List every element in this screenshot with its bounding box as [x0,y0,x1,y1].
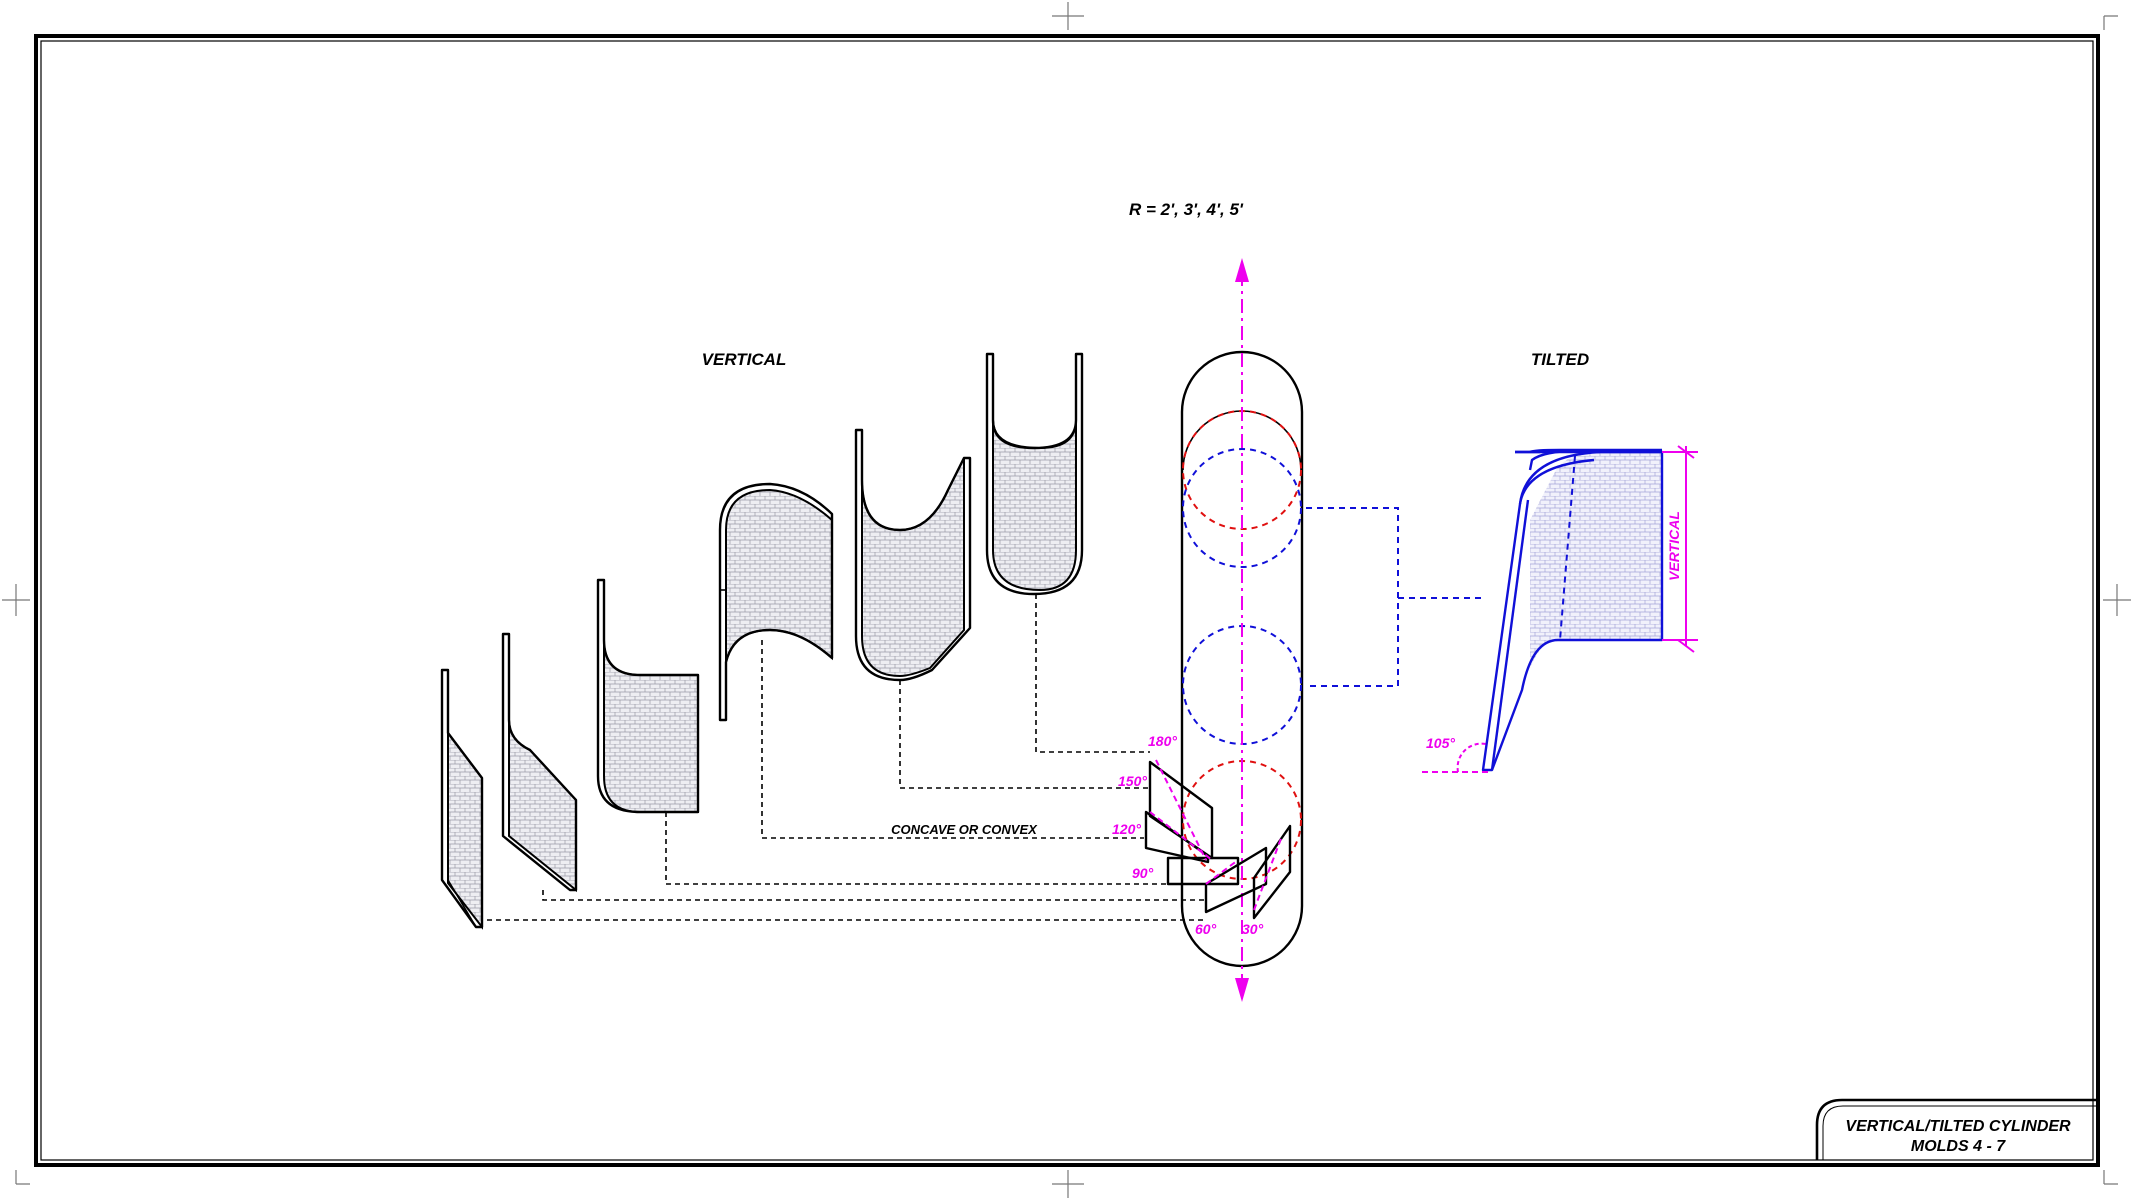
angle-label-105: 105° [1426,735,1455,751]
mold-flat [440,668,484,930]
sheet-frame [34,34,2100,1167]
angle-label-90: 90° [1132,865,1154,881]
title-line-1: VERTICAL/TILTED CYLINDER [1845,1118,2071,1135]
mold-180 [985,352,1084,596]
angle-label-180: 180° [1148,733,1177,749]
angle-label-150: 150° [1118,773,1147,789]
cylinder [1180,258,1304,1002]
angle-symbols [1144,759,1292,920]
tilted-mold [1481,448,1664,772]
mold-90 [596,578,700,814]
axis-arrow-down-icon [1235,978,1249,1002]
angle-label-30: 30° [1242,921,1264,937]
tilted-heading: TILTED [1531,350,1589,369]
mold-concave-convex [718,482,834,722]
vertical-heading: VERTICAL [702,350,787,369]
vertical-dimension [1662,445,1698,653]
vertical-dimension-label: VERTICAL [1666,511,1682,581]
angle-105-annotation [1422,742,1492,773]
vertical-molds [440,352,1084,930]
title-block [1815,1098,2098,1160]
angle-label-60: 60° [1195,921,1217,937]
radius-label: R = 2', 3', 4', 5' [1129,200,1244,219]
mold-30 [501,632,578,893]
axis-arrow-up-icon [1235,258,1249,282]
mold-150 [854,428,972,682]
title-line-2: MOLDS 4 - 7 [1911,1138,2006,1155]
angle-label-120: 120° [1112,821,1141,837]
leader-lines [487,594,1207,921]
tilted-bracket [1306,507,1486,687]
concave-convex-label: CONCAVE OR CONVEX [891,822,1038,837]
